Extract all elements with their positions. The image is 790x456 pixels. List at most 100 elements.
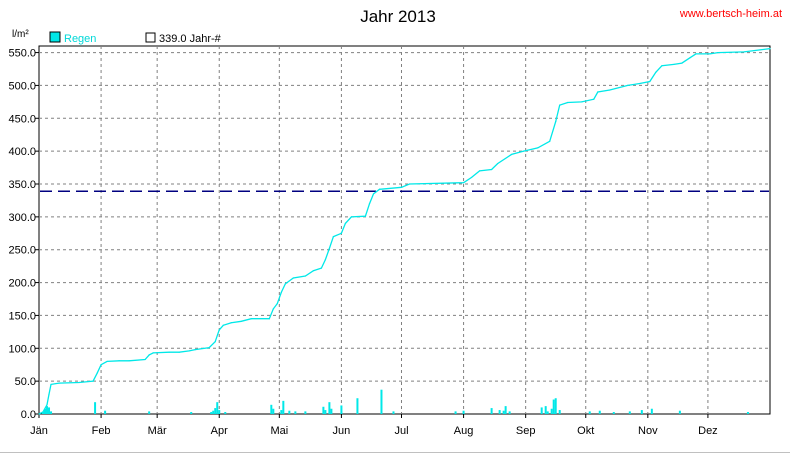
cumulative-rain-point — [559, 104, 561, 106]
daily-rain-bar — [552, 399, 555, 414]
cumulative-rain-point — [709, 53, 711, 55]
daily-rain-bar — [190, 412, 193, 414]
chart-title: Jahr 2013 — [360, 7, 436, 26]
daily-rain-bar — [550, 408, 553, 414]
x-tick-label: Okt — [577, 425, 594, 437]
cumulative-rain-point — [350, 216, 353, 218]
y-tick-label: 350.0 — [8, 179, 36, 191]
cumulative-rain-point — [304, 275, 306, 277]
grid-lines — [39, 46, 770, 414]
daily-rain-bar — [598, 410, 601, 414]
cumulative-rain-point — [48, 393, 50, 395]
daily-rain-bar — [356, 398, 359, 414]
cumulative-rain-point — [188, 350, 190, 352]
cumulative-rain-point — [250, 318, 252, 320]
cumulative-rain-point — [100, 364, 102, 366]
daily-rain-bar — [224, 412, 227, 414]
y-tick-label: 500.0 — [8, 80, 36, 92]
x-axis-ticks: Jän Feb Mär Apr Mai Jun Jul Aug Sep Okt Nov Dez — [30, 414, 718, 437]
cumulative-rain-point — [364, 215, 367, 217]
legend-average-swatch — [145, 32, 156, 43]
y-tick-label: 150.0 — [8, 310, 36, 322]
cumulative-rain-point — [372, 193, 375, 195]
cumulative-rain-point — [148, 354, 150, 356]
cumulative-rain-point — [46, 404, 48, 406]
y-tick-label: 100.0 — [8, 343, 36, 355]
daily-rain-bar — [328, 402, 331, 414]
cumulative-rain-point — [58, 382, 60, 384]
cumulative-rain-point — [230, 322, 232, 324]
cumulative-rain-point — [655, 71, 657, 73]
daily-rain-bar — [462, 410, 465, 414]
cumulative-rain-point — [284, 283, 286, 285]
website-link[interactable]: www.bertsch-heim.at — [679, 8, 782, 20]
cumulative-rain-point — [268, 318, 270, 320]
daily-rain-bar — [746, 412, 749, 414]
cumulative-rain-point — [280, 291, 282, 294]
daily-rain-bar — [104, 410, 107, 414]
cumulative-rain-point — [152, 352, 154, 354]
y-tick-label: 300.0 — [8, 212, 36, 224]
y-tick-label: 550.0 — [8, 48, 36, 60]
cumulative-rain-point — [769, 48, 771, 50]
cumulative-rain-point — [78, 381, 80, 384]
cumulative-rain-point — [144, 358, 146, 361]
cumulative-rain-point — [689, 57, 691, 59]
cumulative-rain-point — [661, 65, 663, 67]
cumulative-rain-point — [38, 413, 40, 415]
cumulative-rain-point — [491, 168, 493, 171]
cumulative-rain-point — [214, 341, 216, 343]
cumulative-rain-point — [470, 176, 473, 179]
daily-rain-bar — [210, 412, 213, 414]
daily-rain-bar — [546, 411, 549, 414]
daily-rain-bar — [282, 400, 285, 414]
cumulative-rain-point — [759, 49, 761, 51]
daily-rain-bar — [508, 411, 511, 414]
cumulative-rain-point — [178, 351, 180, 353]
cumulative-rain-point — [194, 349, 196, 351]
daily-rain-bar — [628, 411, 631, 414]
daily-rain-bar — [504, 406, 507, 414]
cumulative-rain-point — [128, 360, 130, 362]
x-tick-label: Feb — [92, 425, 111, 437]
plot-area — [38, 45, 771, 415]
cumulative-rain-point — [549, 140, 551, 142]
daily-rain-bar — [280, 410, 283, 414]
y-tick-label: 50.0 — [15, 376, 36, 388]
daily-rain-bar — [42, 412, 45, 414]
cumulative-rain-point — [96, 372, 98, 374]
daily-rain-bar — [640, 410, 643, 414]
cumulative-rain-point — [42, 411, 44, 413]
daily-rain-bar — [50, 411, 53, 414]
cumulative-rain-point — [673, 63, 675, 65]
daily-rain-bar — [288, 410, 291, 414]
daily-rain-bar — [272, 408, 275, 414]
daily-rain-bar — [650, 408, 653, 414]
daily-rain-bar — [380, 389, 383, 414]
daily-rain-bar — [324, 410, 327, 414]
daily-rain-bar — [540, 407, 543, 414]
cumulative-rain-point — [523, 150, 525, 152]
x-tick-label: Jun — [333, 425, 351, 437]
daily-rain-bar — [554, 398, 557, 414]
daily-rain-bar — [330, 408, 333, 414]
legend: Regen 339.0 Jahr-# — [49, 31, 222, 45]
daily-rain-bar — [212, 410, 215, 414]
x-tick-label: Jul — [394, 425, 408, 437]
x-tick-label: Sep — [516, 425, 536, 437]
daily-rain-bar — [270, 404, 273, 414]
cumulative-rain-point — [240, 320, 242, 322]
y-axis-ticks: 0.0 50.0 100.0 150.0 200.0 250.0 300.0 350.0 400… — [8, 48, 39, 421]
daily-rain-bar — [218, 410, 221, 414]
cumulative-rain-point — [324, 258, 326, 261]
x-tick-label: Jän — [30, 425, 48, 437]
cumulative-rain-point — [106, 360, 108, 363]
x-tick-label: Mär — [148, 425, 167, 437]
cumulative-rain-point — [555, 120, 557, 123]
cumulative-rain-point — [497, 163, 499, 165]
cumulative-rain-point — [218, 329, 220, 331]
daily-rain-bar — [304, 411, 307, 414]
cumulative-rain-point — [681, 62, 683, 64]
cumulative-rain-point — [627, 84, 629, 87]
cumulative-rain-point — [312, 270, 314, 272]
